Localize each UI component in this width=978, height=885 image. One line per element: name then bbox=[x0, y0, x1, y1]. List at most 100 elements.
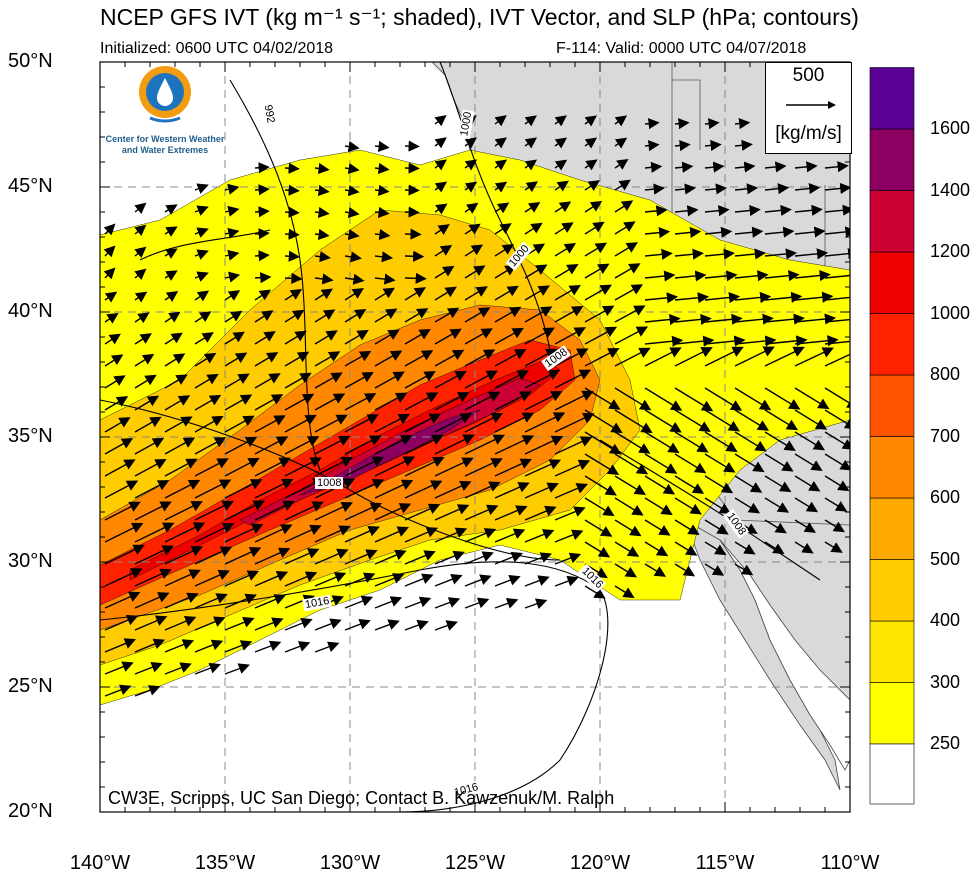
ivt-vector-arrow bbox=[134, 312, 150, 324]
colorbar-swatch bbox=[869, 436, 915, 499]
ivt-vector-arrow bbox=[224, 547, 262, 565]
ivt-vector-arrow bbox=[134, 224, 147, 237]
ivt-vector-arrow bbox=[734, 541, 756, 555]
ivt-vector-arrow bbox=[284, 436, 320, 455]
ivt-vector-arrow bbox=[314, 184, 330, 197]
ivt-vector-arrow bbox=[374, 273, 396, 285]
ivt-vector-arrow bbox=[614, 347, 651, 367]
ivt-vector-arrow bbox=[794, 347, 834, 367]
ivt-vector-arrow bbox=[734, 453, 765, 473]
ivt-vector-arrow bbox=[554, 243, 577, 257]
ivt-vector-arrow bbox=[644, 270, 676, 282]
figure-title: NCEP GFS IVT (kg m⁻¹ s⁻¹; shaded), IVT V… bbox=[100, 4, 859, 30]
ivt-vector-arrow bbox=[434, 504, 470, 521]
ivt-vector-arrow bbox=[584, 475, 617, 496]
ivt-vector-arrow bbox=[134, 480, 170, 499]
ivt-vector-arrow bbox=[494, 370, 529, 389]
ivt-vector-arrow bbox=[374, 619, 400, 631]
ivt-vector-arrow bbox=[734, 346, 775, 367]
ivt-vector-arrow bbox=[824, 409, 850, 430]
ivt-vector-arrow bbox=[704, 248, 735, 260]
ivt-vector-arrow bbox=[614, 305, 646, 323]
ivt-vector-arrow bbox=[554, 115, 567, 127]
ivt-vector-arrow bbox=[794, 248, 829, 260]
ivt-vector-arrow bbox=[614, 242, 638, 257]
ivt-vector-arrow bbox=[164, 615, 197, 631]
logo-org-name: Center for Western Weather and Water Ext… bbox=[100, 134, 230, 156]
ivt-vector-arrow bbox=[524, 327, 555, 345]
ivt-vector-arrow bbox=[434, 597, 461, 609]
ivt-vector-arrow bbox=[764, 335, 808, 347]
ivt-vector-arrow bbox=[584, 497, 615, 517]
ivt-vector-arrow bbox=[794, 291, 834, 303]
ivt-vector-arrow bbox=[434, 328, 462, 345]
ivt-vector-arrow bbox=[614, 221, 636, 235]
ivt-vector-arrow bbox=[374, 228, 391, 241]
ivt-vector-arrow bbox=[674, 313, 712, 326]
ivt-vector-arrow bbox=[644, 453, 678, 474]
ivt-vector-arrow bbox=[314, 435, 351, 455]
ivt-vector-arrow bbox=[464, 574, 492, 587]
ivt-vector-arrow bbox=[254, 184, 270, 196]
ivt-vector-arrow bbox=[824, 387, 850, 409]
ivt-vector-arrow bbox=[614, 200, 634, 213]
ivt-vector-arrow bbox=[374, 596, 403, 609]
colorbar-swatch bbox=[869, 190, 915, 253]
ivt-vector-arrow bbox=[374, 573, 405, 587]
ivt-vector-arrow bbox=[704, 161, 725, 173]
ivt-vector-arrow bbox=[374, 329, 400, 345]
ivt-vector-arrow bbox=[644, 205, 668, 217]
ivt-vector-arrow bbox=[584, 180, 600, 191]
ivt-vector-arrow bbox=[674, 563, 696, 577]
ivt-vector-arrow bbox=[554, 529, 584, 543]
ivt-vector-arrow bbox=[434, 457, 474, 477]
colorbar-level-label: 1400 bbox=[930, 179, 971, 200]
ivt-vector-arrow bbox=[404, 272, 427, 284]
ivt-vector-arrow bbox=[674, 226, 702, 239]
ivt-vector-arrow bbox=[674, 139, 691, 152]
ivt-vector-arrow bbox=[194, 271, 209, 282]
lon-label: 110°W bbox=[820, 852, 880, 874]
ivt-vector-arrow bbox=[284, 206, 300, 218]
ivt-vector-arrow bbox=[344, 141, 360, 153]
ivt-vector-arrow bbox=[254, 394, 284, 411]
ivt-vector-arrow bbox=[374, 549, 407, 565]
ivt-vector-arrow bbox=[824, 475, 850, 492]
ivt-vector-arrow bbox=[464, 458, 503, 477]
ivt-vector-arrow bbox=[374, 392, 408, 411]
ivt-vector-arrow bbox=[644, 475, 676, 495]
ivt-vector-arrow bbox=[194, 332, 214, 345]
ivt-vector-arrow bbox=[284, 272, 303, 284]
ivt-vector-arrow bbox=[134, 661, 163, 675]
ivt-vector-arrow bbox=[224, 310, 243, 323]
ivt-vector-arrow bbox=[464, 286, 488, 301]
ivt-vector-arrow bbox=[374, 350, 403, 367]
ivt-vector-arrow bbox=[134, 416, 162, 433]
ivt-vector-arrow bbox=[494, 327, 524, 345]
ivt-vector-arrow bbox=[764, 161, 787, 173]
ivt-vector-arrow bbox=[464, 597, 490, 609]
ivt-vector-arrow bbox=[434, 434, 475, 455]
ivt-vector-arrow bbox=[734, 226, 764, 238]
lat-label: 20°N bbox=[8, 800, 53, 822]
ivt-vector-arrow bbox=[254, 524, 293, 543]
ivt-vector-arrow bbox=[434, 286, 457, 301]
ivt-vector-arrow bbox=[524, 348, 558, 367]
ivt-vector-arrow bbox=[314, 309, 336, 323]
ivt-vector-arrow bbox=[134, 568, 172, 587]
ivt-vector-arrow bbox=[344, 393, 377, 411]
ivt-vector-arrow bbox=[194, 523, 235, 543]
ivt-vector-arrow bbox=[704, 431, 738, 453]
ivt-vector-arrow bbox=[164, 311, 181, 323]
ivt-vector-arrow bbox=[554, 412, 595, 433]
ivt-vector-arrow bbox=[434, 349, 465, 367]
ivt-vector-arrow bbox=[464, 349, 496, 367]
ivt-vector-arrow bbox=[584, 305, 615, 323]
logo-line-2: and Water Extremes bbox=[121, 145, 209, 155]
ivt-vector-arrow bbox=[614, 284, 644, 301]
colorbar-swatch bbox=[869, 128, 915, 191]
ivt-vector-arrow bbox=[554, 483, 588, 499]
ivt-vector-arrow bbox=[614, 137, 628, 149]
ivt-vector-arrow bbox=[674, 248, 704, 260]
ivt-vector-arrow bbox=[824, 519, 845, 533]
